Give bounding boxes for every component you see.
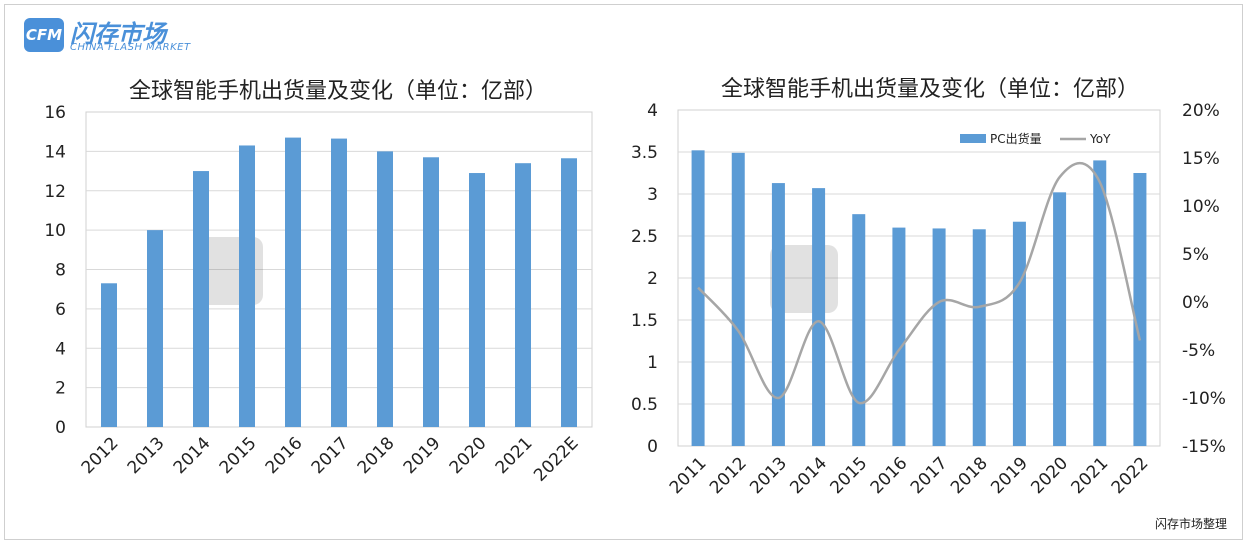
y2-tick-label: 10% (1182, 197, 1220, 217)
x-tick-label: 2021 (1068, 453, 1113, 498)
source-note: 闪存市场整理 (1154, 517, 1227, 531)
y-tick-label: 16 (44, 103, 66, 123)
yoy-line (697, 162, 1142, 405)
bar (932, 228, 946, 446)
bar (377, 151, 393, 427)
chart-left: 全球智能手机出货量及变化（单位：亿部） 0 2 4 6 8 10 12 14 16 2012 2013… (44, 79, 593, 486)
x-tick-label: 2019 (987, 453, 1032, 498)
y-tick-label: 2.5 (631, 227, 658, 247)
y-tick-label: 6 (55, 300, 66, 320)
legend-swatch-bar (960, 134, 986, 143)
y2-tick-label: -10% (1182, 389, 1226, 409)
bar (469, 173, 485, 427)
x-tick-label: 2020 (1027, 453, 1072, 498)
y-tick-label: 0.5 (631, 395, 658, 415)
y-tick-label: 8 (55, 261, 66, 281)
y-tick-label: 12 (44, 182, 66, 202)
y-tick-label: 4 (647, 101, 658, 121)
bar (1053, 192, 1067, 446)
y2-tick-label: 15% (1182, 149, 1220, 169)
y-tick-label: 2 (647, 269, 658, 289)
bar (101, 283, 117, 427)
bar (239, 145, 255, 427)
bar (771, 183, 785, 446)
chart-right: 全球智能手机出货量及变化（单位：亿部） 0 0.5 1 1.5 2 2.5 3 3.5 4 -15%… (631, 77, 1226, 498)
y2-tick-label: -15% (1182, 437, 1226, 457)
bar (561, 158, 577, 427)
x-tick-label: 2013 (124, 433, 169, 478)
y-tick-label: 3.5 (631, 143, 658, 163)
x-tick-label: 2013 (746, 453, 791, 498)
logo-name-en: CHINA FLASH MARKET (70, 42, 191, 53)
y2-tick-label: 20% (1182, 101, 1220, 121)
bar (423, 157, 439, 427)
y-tick-label: 0 (55, 418, 66, 438)
y-tick-label: 1.5 (631, 311, 658, 331)
x-tick-label: 2011 (666, 453, 711, 498)
x-tick-label: 2017 (308, 433, 353, 478)
bar (1012, 221, 1026, 446)
bar (691, 150, 705, 446)
bar (812, 188, 826, 446)
y-tick-label: 4 (55, 339, 66, 359)
bar (1133, 173, 1147, 446)
chart-title: 全球智能手机出货量及变化（单位：亿部） (129, 79, 547, 104)
y2-tick-label: 0% (1182, 293, 1209, 313)
figure-frame (4, 4, 1243, 540)
bar (1093, 160, 1107, 446)
bar (892, 227, 906, 446)
bar (731, 152, 745, 446)
y-tick-label: 2 (55, 379, 66, 399)
bar (515, 163, 531, 427)
y-tick-label: 3 (647, 185, 658, 205)
x-tick-label: 2012 (706, 453, 751, 498)
y2-tick-label: -5% (1182, 341, 1215, 361)
x-tick-label: 2018 (354, 433, 399, 478)
y-tick-label: 14 (44, 142, 66, 162)
y2-tick-label: 5% (1182, 245, 1209, 265)
x-tick-label: 2014 (170, 433, 215, 478)
x-tick-label: 2016 (867, 453, 912, 498)
x-tick-label: 2016 (262, 433, 307, 478)
x-tick-label: 2012 (78, 433, 123, 478)
x-tick-label: 2014 (786, 453, 831, 498)
x-tick-label: 2018 (947, 453, 992, 498)
logo-name-cn: 闪存市场 (70, 20, 166, 48)
x-tick-label: 2015 (216, 433, 261, 478)
y-tick-label: 1 (647, 353, 658, 373)
x-tick-label: 2017 (907, 453, 952, 498)
bar (147, 230, 163, 427)
bar (972, 229, 986, 446)
x-tick-label: 2022E (530, 433, 582, 485)
x-tick-label: 2022 (1108, 453, 1153, 498)
y-tick-label: 10 (44, 221, 66, 241)
chart-title: 全球智能手机出货量及变化（单位：亿部） (721, 77, 1139, 102)
bar (285, 137, 301, 427)
bar (331, 138, 347, 427)
bar (852, 214, 866, 446)
bar (193, 171, 209, 427)
legend-label-line: YoY (1089, 132, 1111, 146)
x-tick-label: 2015 (827, 453, 872, 498)
logo-mark: CFM (24, 18, 64, 52)
x-tick-label: 2020 (446, 433, 491, 478)
x-tick-label: 2019 (400, 433, 445, 478)
y-tick-label: 0 (647, 437, 658, 457)
legend-label-bar: PC出货量 (990, 131, 1042, 146)
